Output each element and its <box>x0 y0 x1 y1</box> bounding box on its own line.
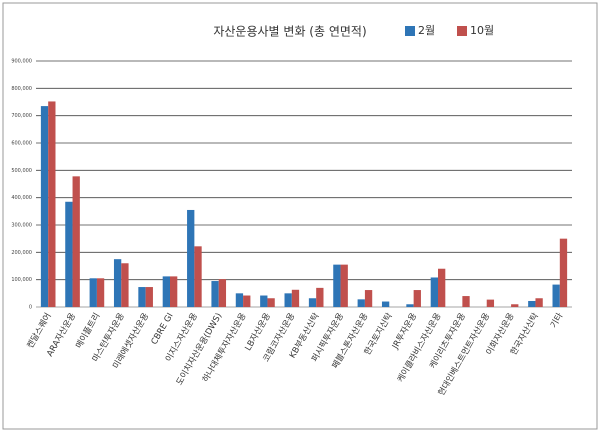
bar <box>406 304 414 307</box>
y-tick-label: 0 <box>29 305 32 311</box>
bar <box>333 264 341 307</box>
bar <box>211 281 219 307</box>
bar <box>381 301 390 307</box>
bar <box>65 201 73 307</box>
chart-title: 자산운용사별 변화 (총 연면적) <box>213 25 366 39</box>
bar <box>357 299 365 307</box>
legend-label: 10월 <box>470 24 494 37</box>
legend-label: 2월 <box>418 24 435 37</box>
bar <box>218 279 227 307</box>
legend-swatch <box>405 26 415 36</box>
bar <box>462 296 470 307</box>
y-tick-label: 700,000 <box>11 113 32 119</box>
bar <box>486 299 495 307</box>
bar <box>162 276 170 307</box>
y-tick-label: 600,000 <box>11 141 32 147</box>
bar <box>438 268 446 307</box>
bar <box>48 101 56 307</box>
bar <box>559 238 568 307</box>
y-tick-label: 500,000 <box>11 168 32 174</box>
y-tick-label: 800,000 <box>11 86 32 92</box>
y-tick-label: 400,000 <box>11 195 32 201</box>
y-tick-label: 900,000 <box>11 59 32 65</box>
bar <box>284 293 292 307</box>
bar <box>243 295 251 307</box>
bar <box>89 278 97 307</box>
bar <box>430 277 438 307</box>
bar <box>308 298 317 307</box>
bar <box>552 284 560 307</box>
bar <box>340 264 348 307</box>
chart-frame <box>2 2 598 430</box>
y-tick-label: 200,000 <box>11 250 32 256</box>
y-tick-label: 300,000 <box>11 223 32 229</box>
y-tick-label: 100,000 <box>11 277 32 283</box>
bar <box>511 304 519 307</box>
bar <box>267 298 275 307</box>
bar <box>72 176 80 307</box>
bar <box>235 293 244 307</box>
bar <box>121 263 129 307</box>
bar <box>96 278 105 307</box>
bar <box>170 276 178 307</box>
bar <box>528 300 536 307</box>
bar <box>145 287 153 307</box>
bar <box>194 246 202 307</box>
bar <box>113 259 122 307</box>
bar <box>413 290 421 307</box>
bar <box>187 209 195 307</box>
bar <box>260 295 268 307</box>
legend-swatch <box>457 26 467 36</box>
bar <box>316 287 324 307</box>
bar <box>364 290 373 307</box>
bar <box>291 289 300 307</box>
bar <box>535 298 543 307</box>
bar <box>40 106 49 307</box>
bar <box>138 287 146 307</box>
